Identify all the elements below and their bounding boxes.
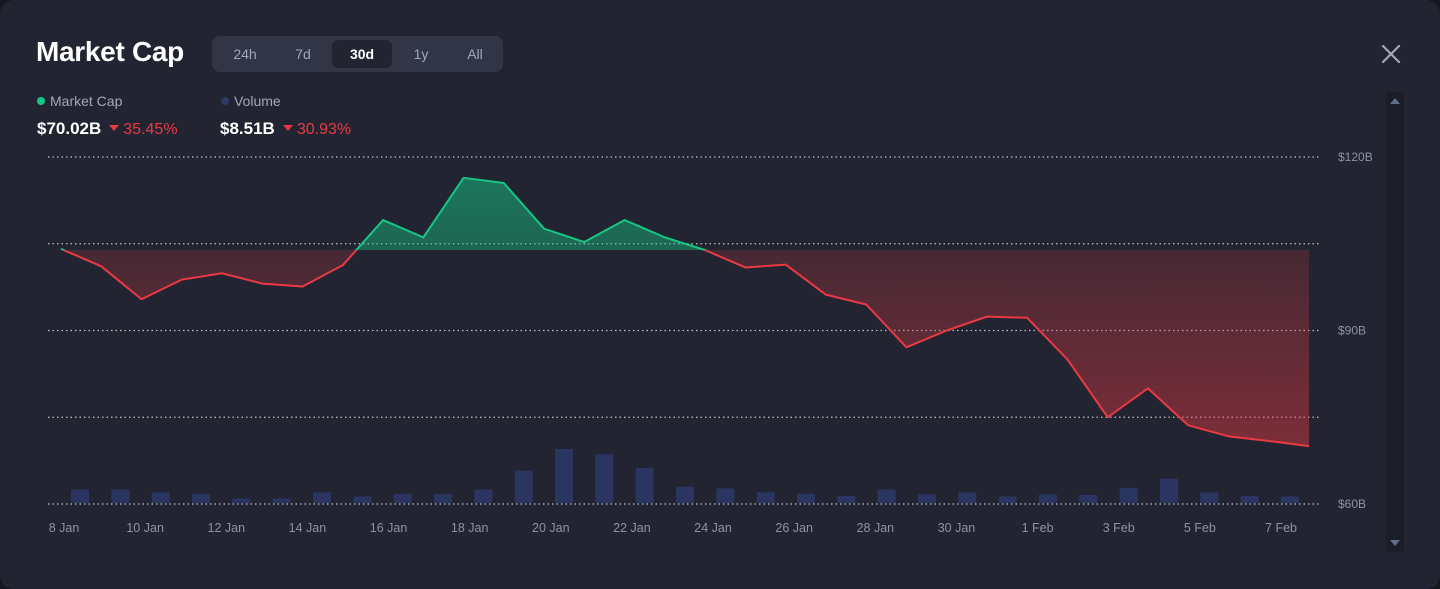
volume-bar (111, 489, 130, 503)
volume-bar (232, 498, 251, 503)
volume-bar (958, 492, 977, 503)
market-cap-line-up (60, 176, 708, 251)
volume-bar (595, 454, 614, 503)
x-tick-label: 24 Jan (694, 521, 732, 535)
legend-volume[interactable]: Volume (221, 93, 281, 109)
chart-scrollbar[interactable] (1386, 92, 1404, 552)
x-tick-label: 14 Jan (289, 521, 327, 535)
volume-bar (676, 486, 694, 503)
x-tick-label: 22 Jan (613, 521, 651, 535)
volume-bar (1281, 496, 1299, 503)
x-tick-label: 12 Jan (208, 521, 246, 535)
x-tick-label: 18 Jan (451, 521, 489, 535)
volume-bar (555, 449, 573, 503)
time-range-tabs: 24h 7d 30d 1y All (212, 36, 503, 72)
volume-bar (514, 470, 533, 503)
area-above-baseline (61, 177, 706, 251)
volume-bar (1160, 478, 1178, 503)
tab-24h[interactable]: 24h (233, 46, 257, 62)
close-icon[interactable] (1377, 40, 1405, 68)
tab-7d[interactable]: 7d (295, 46, 311, 62)
volume-bar (434, 493, 452, 503)
scroll-down-icon[interactable] (1390, 540, 1400, 546)
x-tick-label: 8 Jan (49, 521, 80, 535)
x-tick-label: 5 Feb (1184, 521, 1216, 535)
market-cap-value: $70.02B (37, 119, 102, 138)
market-cap-change: 35.45% (109, 121, 178, 138)
x-tick-label: 1 Feb (1022, 521, 1054, 535)
market-cap-line-down (61, 250, 1310, 448)
volume-bar (1119, 487, 1138, 503)
volume-bar (1079, 494, 1098, 503)
volume-bar (353, 496, 372, 503)
tab-1y[interactable]: 1y (413, 46, 429, 62)
x-tick-label: 3 Feb (1103, 521, 1135, 535)
volume-bar (877, 489, 896, 503)
volume-bar (1240, 495, 1259, 503)
caret-down-icon (109, 125, 120, 131)
x-tick-label: 10 Jan (126, 521, 164, 535)
legend-label-market-cap: Market Cap (50, 93, 123, 109)
x-tick-label: 26 Jan (775, 521, 813, 535)
volume-stat: $8.51B 30.93% (220, 119, 351, 139)
market-cap-stat: $70.02B 35.45% (37, 119, 178, 139)
volume-bar (1039, 494, 1057, 503)
legend-dot-volume (221, 97, 229, 105)
market-cap-change-value: 35.45% (123, 121, 178, 138)
volume-bar (837, 495, 856, 503)
volume-bar (1200, 492, 1219, 503)
volume-bar (474, 489, 493, 503)
volume-bar (635, 467, 654, 503)
scroll-up-icon[interactable] (1390, 98, 1400, 104)
legend-label-volume: Volume (234, 93, 281, 109)
area-below-baseline (61, 250, 1309, 447)
y-tick-label: $60B (1338, 497, 1366, 511)
tab-all[interactable]: All (467, 46, 483, 62)
caret-down-icon (282, 125, 293, 131)
volume-value: $8.51B (220, 119, 275, 138)
volume-bar (71, 489, 89, 503)
legend-market-cap[interactable]: Market Cap (37, 93, 122, 109)
volume-change-value: 30.93% (296, 121, 352, 138)
chart-title: Market Cap (36, 36, 184, 67)
volume-bar (192, 493, 210, 503)
legend-dot-market-cap (37, 97, 45, 105)
volume-bar (151, 492, 170, 503)
x-tick-label: 30 Jan (938, 521, 976, 535)
volume-bar (756, 492, 775, 503)
volume-bar (998, 496, 1017, 503)
volume-change: 30.93% (282, 121, 352, 138)
volume-bar (918, 494, 936, 503)
x-tick-label: 20 Jan (532, 521, 570, 535)
volume-bar (272, 498, 291, 503)
volume-bar (797, 493, 815, 503)
tab-30d[interactable]: 30d (332, 40, 392, 68)
volume-bar (313, 492, 331, 503)
y-tick-label: $120B (1338, 150, 1373, 164)
x-tick-label: 28 Jan (857, 521, 895, 535)
y-tick-label: $90B (1338, 324, 1366, 338)
x-tick-label: 7 Feb (1265, 521, 1297, 535)
volume-bar (716, 488, 735, 503)
x-tick-label: 16 Jan (370, 521, 408, 535)
volume-bar (393, 493, 412, 503)
